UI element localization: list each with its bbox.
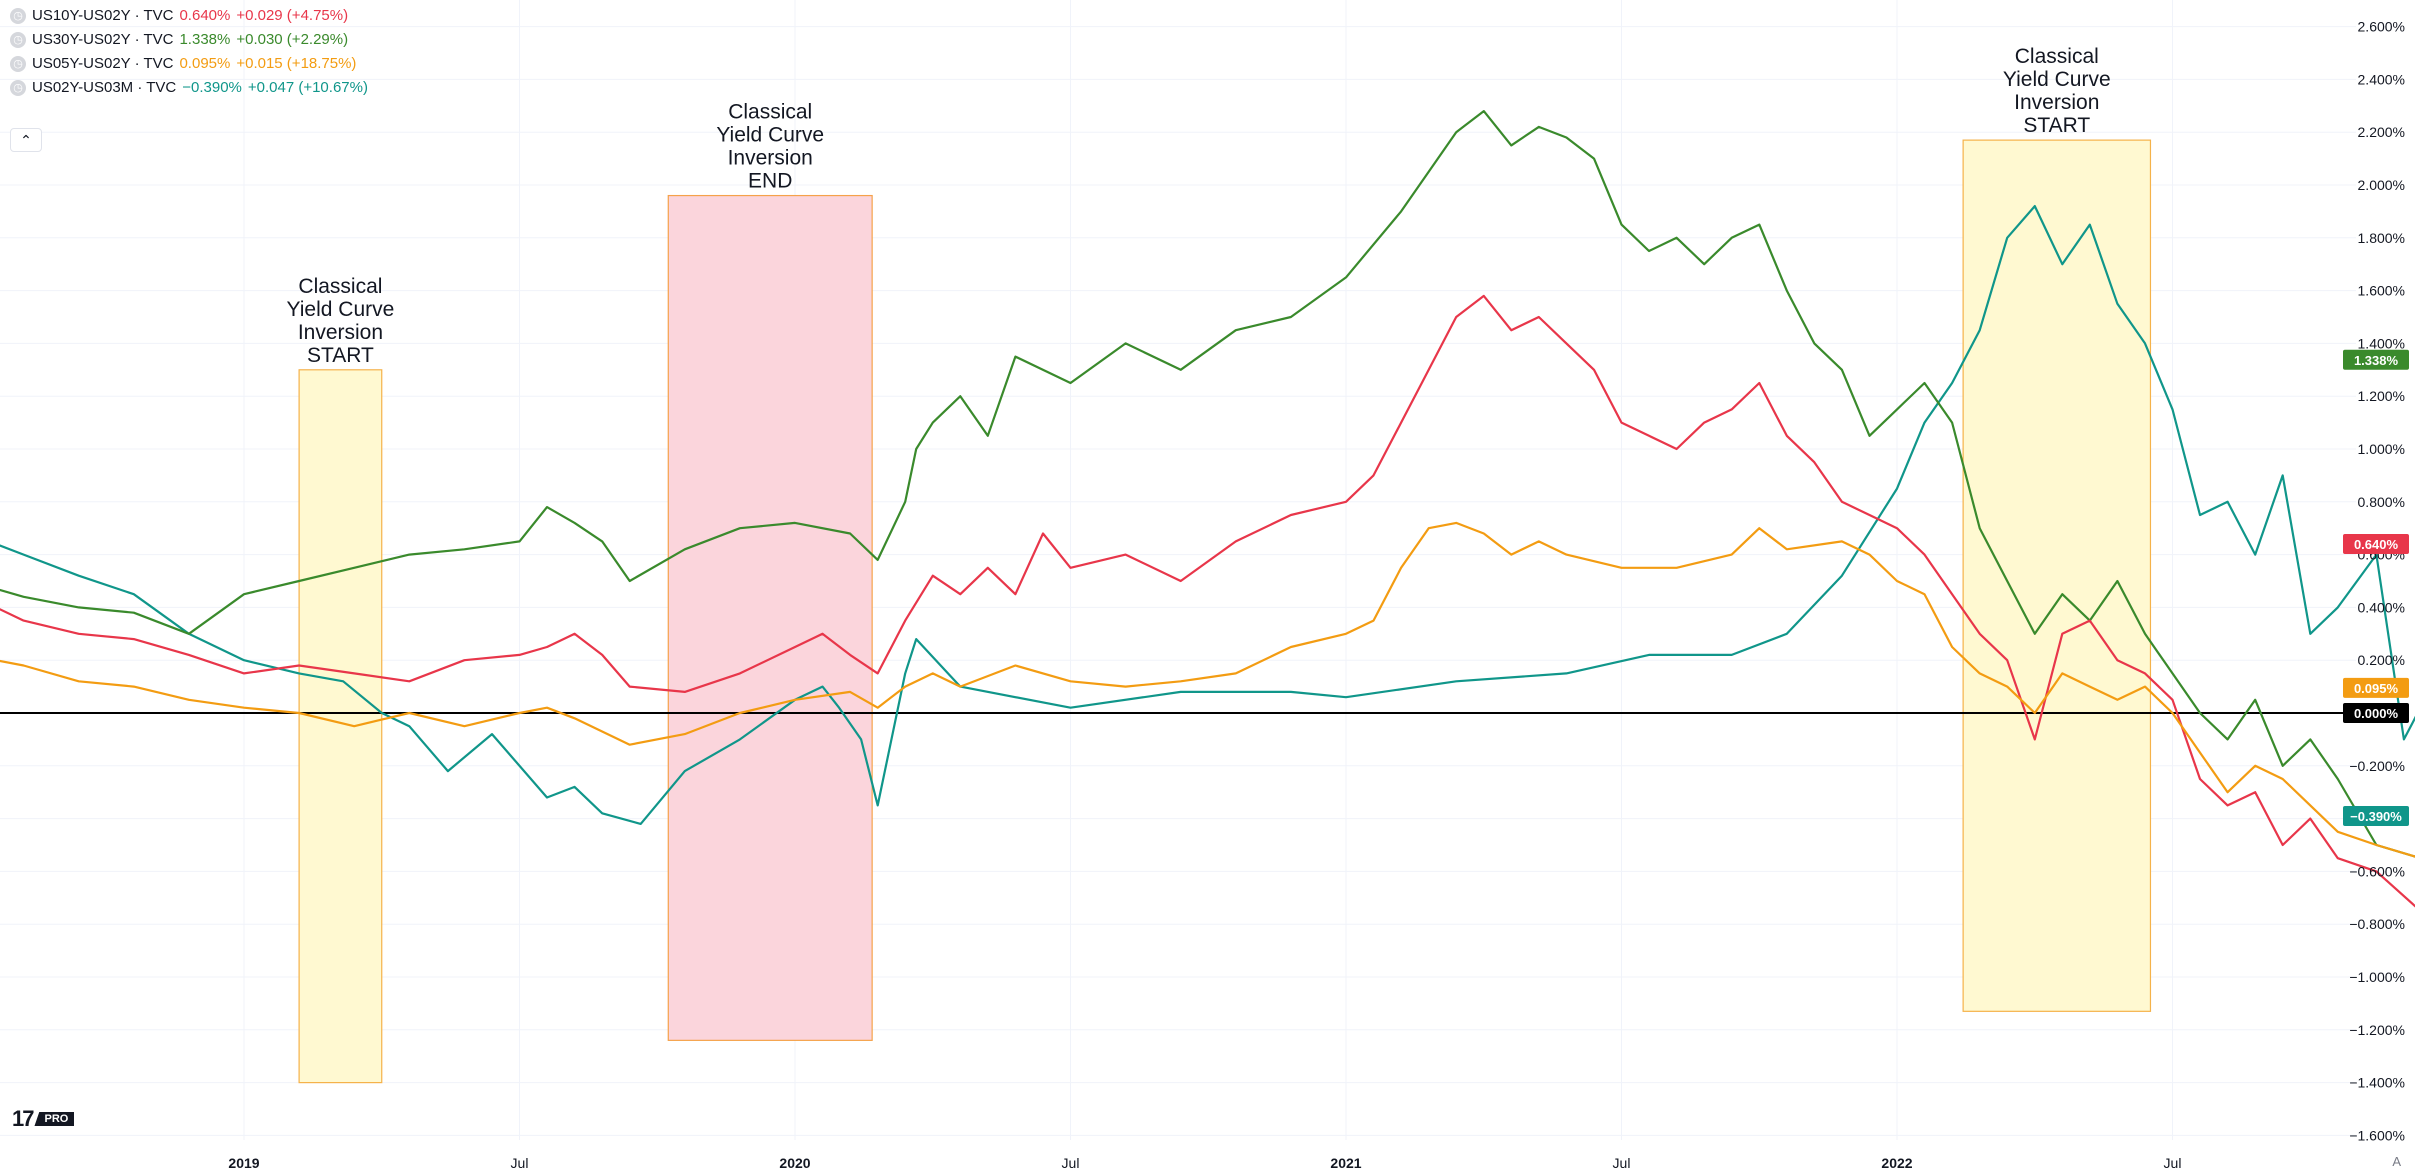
series-line-us02y-us03m[interactable]: [0, 205, 2415, 1043]
legend-change: +0.030 (+2.29%): [236, 31, 349, 48]
price-badge-label: −0.390%: [2350, 809, 2402, 824]
series-logo-icon: ◷: [10, 32, 26, 48]
zone-annotation-line: Inversion: [298, 321, 383, 344]
legend-value: −0.390%: [182, 79, 242, 96]
legend-change: +0.029 (+4.75%): [236, 7, 349, 24]
zone-annotation-line: END: [748, 170, 792, 193]
price-badges: −0.390% 1.338% 0.640% 0.095% 0.000%: [2343, 349, 2409, 826]
y-tick-label: −0.800%: [2349, 916, 2405, 932]
y-tick-label: −1.600%: [2349, 1127, 2405, 1143]
legend-value: 0.640%: [179, 7, 231, 24]
price-badge: [2343, 534, 2409, 555]
inversion-zones: [298, 139, 2152, 1084]
x-tick-label: 2022: [1881, 1155, 1912, 1171]
price-badge: [2343, 805, 2409, 826]
series-lines: [0, 110, 2415, 1043]
legend-row-us02y-us03m[interactable]: ◷ US02Y-US03M · TVC −0.390% +0.047 (+10.…: [10, 76, 368, 100]
legend-value: 1.338%: [179, 31, 231, 48]
x-tick-label: Jul: [2164, 1155, 2182, 1171]
legend-change: +0.047 (+10.67%): [247, 79, 368, 96]
y-tick-label: 2.200%: [2358, 124, 2405, 140]
y-tick-label: 1.600%: [2358, 283, 2405, 299]
logo-pro-badge: PRO: [34, 1112, 75, 1126]
y-tick-label: 2.000%: [2358, 177, 2405, 193]
y-tick-label: 0.800%: [2358, 494, 2405, 510]
x-tick-label: 2019: [228, 1155, 259, 1171]
price-badge-label: 1.338%: [2354, 353, 2399, 368]
zone-annotation-line: Classical: [298, 275, 382, 298]
zone-annotation-line: Yield Curve: [716, 124, 824, 147]
legend-value: 0.095%: [179, 55, 231, 72]
inversion-zone-end[interactable]: [667, 194, 873, 1041]
price-badge: [2343, 703, 2409, 723]
legend-symbol: US05Y-US02Y · TVC: [32, 55, 174, 72]
legend-symbol: US10Y-US02Y · TVC: [32, 7, 174, 24]
x-tick-label: Jul: [1613, 1155, 1631, 1171]
y-tick-label: 1.000%: [2358, 441, 2405, 457]
auto-scale-button[interactable]: A: [2392, 1154, 2401, 1169]
y-tick-label: 1.800%: [2358, 230, 2405, 246]
y-tick-label: 0.200%: [2358, 652, 2405, 668]
y-tick-label: −0.600%: [2349, 863, 2405, 879]
y-tick-label: −1.400%: [2349, 1075, 2405, 1091]
legend-symbol: US30Y-US02Y · TVC: [32, 31, 174, 48]
price-badge-label: 0.095%: [2354, 681, 2399, 696]
legend-collapse-button[interactable]: ⌃: [10, 128, 42, 152]
legend-row-us30y-us02y[interactable]: ◷ US30Y-US02Y · TVC 1.338% +0.030 (+2.29…: [10, 28, 368, 52]
tradingview-logo[interactable]: 17 PRO: [12, 1106, 75, 1132]
inversion-zone-start[interactable]: [1962, 139, 2152, 1012]
price-badge-label: 0.640%: [2354, 537, 2399, 552]
legend: ◷ US10Y-US02Y · TVC 0.640% +0.029 (+4.75…: [10, 4, 368, 100]
zone-annotation-line: Classical: [2015, 45, 2099, 68]
x-tick-label: 2021: [1330, 1155, 1361, 1171]
series-logo-icon: ◷: [10, 56, 26, 72]
x-axis: Jul2019Jul2020Jul2021Jul2022Jul2023Jul20…: [228, 1155, 2182, 1171]
y-tick-label: −1.200%: [2349, 1022, 2405, 1038]
chevron-up-icon: ⌃: [20, 131, 32, 148]
zone-annotation-line: Inversion: [2014, 91, 2099, 114]
zone-annotation-line: Classical: [728, 101, 812, 124]
y-tick-label: 0.400%: [2358, 599, 2405, 615]
series-line-us30y-us02y[interactable]: [0, 110, 2415, 964]
y-tick-label: 2.400%: [2358, 71, 2405, 87]
inversion-zone-start[interactable]: [298, 369, 383, 1084]
price-badge-label: 0.000%: [2354, 706, 2399, 721]
logo-mark: 17: [12, 1106, 35, 1131]
zone-annotation-line: Inversion: [728, 147, 813, 170]
zone-annotation-line: Yield Curve: [287, 298, 395, 321]
x-tick-label: 2020: [779, 1155, 810, 1171]
y-tick-label: 1.200%: [2358, 388, 2405, 404]
y-tick-label: −1.000%: [2349, 969, 2405, 985]
legend-symbol: US02Y-US03M · TVC: [32, 79, 177, 96]
zone-annotation-line: Yield Curve: [2003, 68, 2111, 91]
legend-change: +0.015 (+18.75%): [236, 55, 357, 72]
legend-row-us05y-us02y[interactable]: ◷ US05Y-US02Y · TVC 0.095% +0.015 (+18.7…: [10, 52, 368, 76]
series-logo-icon: ◷: [10, 8, 26, 24]
y-tick-label: 2.600%: [2358, 19, 2405, 35]
price-badge: [2343, 349, 2409, 370]
series-line-us10y-us02y[interactable]: [0, 294, 2415, 990]
zone-annotation-line: START: [2023, 114, 2090, 137]
legend-row-us10y-us02y[interactable]: ◷ US10Y-US02Y · TVC 0.640% +0.029 (+4.75…: [10, 4, 368, 28]
x-tick-label: Jul: [511, 1155, 529, 1171]
y-tick-label: −0.200%: [2349, 758, 2405, 774]
y-tick-label: 1.400%: [2358, 335, 2405, 351]
series-line-us05y-us02y[interactable]: [0, 521, 2415, 911]
zone-annotation-line: START: [307, 344, 374, 367]
price-badge: [2343, 677, 2409, 698]
series-logo-icon: ◷: [10, 80, 26, 96]
x-tick-label: Jul: [1062, 1155, 1080, 1171]
